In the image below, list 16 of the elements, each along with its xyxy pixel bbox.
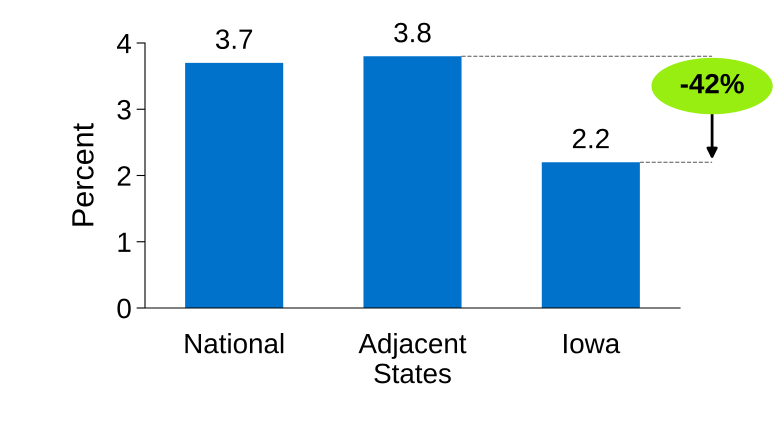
y-tick-label: 2 [118, 166, 130, 186]
y-axis-title: Percent [72, 123, 94, 226]
bar [363, 56, 462, 308]
y-tick-label: 4 [116, 34, 131, 54]
y-tick-label: 3 [117, 100, 131, 120]
y-tick-label: 0 [117, 298, 131, 318]
data-label: 2.2 [572, 128, 609, 148]
x-tick-label: Adjacent States [358, 333, 466, 384]
x-tick-label: Iowa [564, 334, 620, 354]
bar [542, 162, 640, 308]
data-label: 3.7 [216, 29, 252, 50]
x-tick-label: National [185, 333, 284, 354]
text: -42% [680, 74, 744, 94]
bar [185, 62, 284, 308]
y-tick-label: 1 [118, 232, 130, 252]
data-label: 3.8 [394, 22, 431, 42]
